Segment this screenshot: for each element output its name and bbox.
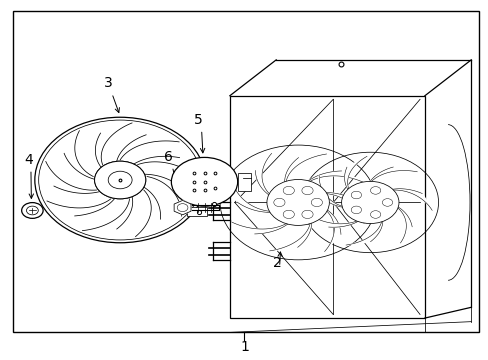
- Circle shape: [35, 117, 205, 243]
- Circle shape: [108, 171, 132, 189]
- Circle shape: [283, 186, 294, 195]
- Polygon shape: [269, 221, 311, 251]
- Circle shape: [301, 210, 312, 219]
- Circle shape: [94, 161, 145, 199]
- Text: 5: 5: [194, 113, 203, 127]
- Text: 2: 2: [273, 256, 282, 270]
- Polygon shape: [395, 206, 411, 243]
- Circle shape: [266, 180, 329, 225]
- Text: 4: 4: [24, 153, 33, 167]
- Circle shape: [108, 171, 132, 189]
- Polygon shape: [95, 123, 132, 168]
- Polygon shape: [143, 174, 185, 216]
- Circle shape: [310, 198, 322, 207]
- Polygon shape: [322, 193, 363, 223]
- Circle shape: [341, 181, 398, 224]
- Circle shape: [382, 199, 392, 206]
- Circle shape: [171, 157, 237, 206]
- Circle shape: [350, 191, 361, 199]
- Polygon shape: [232, 181, 273, 212]
- Polygon shape: [255, 153, 271, 197]
- Text: 1: 1: [240, 340, 248, 354]
- Polygon shape: [346, 219, 382, 245]
- Polygon shape: [116, 135, 179, 162]
- Circle shape: [283, 210, 294, 219]
- Circle shape: [370, 186, 380, 194]
- Polygon shape: [64, 131, 95, 180]
- Polygon shape: [133, 156, 198, 179]
- Polygon shape: [389, 189, 431, 210]
- Polygon shape: [305, 171, 364, 183]
- Polygon shape: [284, 154, 326, 184]
- Polygon shape: [135, 186, 160, 237]
- Polygon shape: [46, 162, 101, 193]
- Text: 6: 6: [164, 150, 173, 164]
- Text: 3: 3: [103, 76, 112, 90]
- FancyBboxPatch shape: [187, 207, 206, 216]
- Circle shape: [21, 203, 43, 219]
- Circle shape: [273, 198, 285, 207]
- Polygon shape: [174, 201, 191, 215]
- Polygon shape: [344, 156, 366, 192]
- Polygon shape: [318, 176, 345, 208]
- Bar: [13, 12, 478, 332]
- Circle shape: [350, 206, 361, 214]
- Polygon shape: [368, 167, 416, 184]
- Polygon shape: [82, 196, 132, 231]
- Polygon shape: [47, 198, 115, 216]
- Bar: [237, 173, 251, 191]
- Bar: [229, 96, 424, 318]
- Circle shape: [301, 186, 312, 195]
- Circle shape: [370, 211, 380, 218]
- Circle shape: [94, 161, 145, 199]
- Polygon shape: [231, 222, 289, 234]
- Polygon shape: [309, 215, 360, 227]
- Polygon shape: [324, 208, 340, 252]
